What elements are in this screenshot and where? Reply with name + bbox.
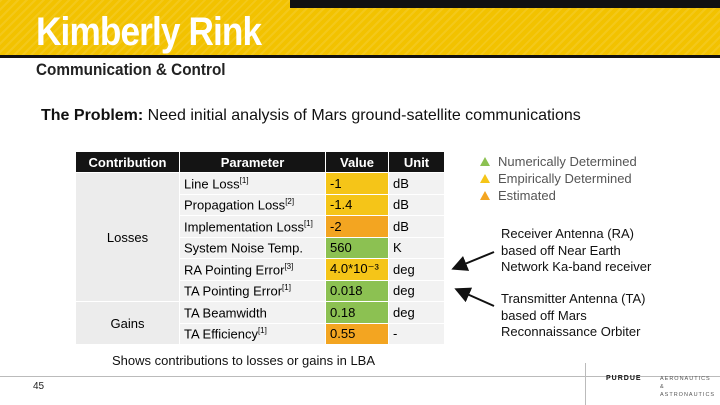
note-line: Network Ka-band receiver — [501, 259, 652, 274]
unit-cell: - — [388, 322, 445, 345]
header-value: Value — [325, 151, 389, 173]
value-cell: 4.0*10⁻³ — [325, 258, 389, 281]
page-number: 45 — [33, 381, 45, 392]
header-contribution: Contribution — [75, 151, 180, 173]
param-cell: TA Beamwidth — [179, 301, 326, 324]
param-ref: [1] — [239, 175, 249, 185]
value-cell: 0.18 — [325, 301, 389, 324]
unit-cell: deg — [388, 258, 445, 281]
table-row: Gains TA Beamwidth 0.18 deg — [75, 301, 445, 345]
param-ref: [1] — [257, 326, 267, 336]
note-line: Receiver Antenna (RA) — [501, 226, 634, 241]
triangle-icon — [480, 157, 490, 166]
param-cell: System Noise Temp. — [179, 236, 326, 259]
title-banner — [0, 0, 720, 58]
unit-cell: dB — [388, 193, 445, 216]
note-line: based off Near Earth — [501, 242, 621, 258]
legend-label: Numerically Determined — [498, 154, 637, 169]
arrow-icon — [451, 251, 495, 271]
param-name: Implementation Loss — [184, 218, 304, 234]
param-cell: RA Pointing Error[3] — [179, 258, 326, 281]
param-name: TA Beamwidth — [184, 304, 267, 320]
param-name: System Noise Temp. — [184, 240, 303, 256]
unit-cell: dB — [388, 172, 445, 195]
arrow-icon — [454, 287, 495, 307]
legend-item: Empirically Determined — [480, 170, 637, 187]
param-ref: [1] — [303, 218, 313, 228]
triangle-icon — [480, 191, 490, 200]
group-gains: Gains — [75, 301, 180, 345]
legend-item: Estimated — [480, 187, 637, 204]
banner-dark-strip — [290, 0, 720, 8]
value-cell: 0.018 — [325, 279, 389, 302]
problem-statement: The Problem: Need initial analysis of Ma… — [41, 107, 581, 125]
table-row: RA Pointing Error[3] 4.0*10⁻³ deg — [76, 258, 445, 281]
value-cell: -1.4 — [325, 193, 389, 216]
table-row: Propagation Loss[2] -1.4 dB — [76, 193, 445, 216]
unit-cell: deg — [388, 301, 445, 324]
table-row: TA Pointing Error[1] 0.018 deg — [76, 279, 445, 302]
table-header-row: Contribution Parameter Value Unit — [75, 151, 445, 173]
parameter-table: Contribution Parameter Value Unit Losses… — [75, 151, 445, 345]
param-ref: [2] — [285, 197, 295, 207]
unit-cell: deg — [388, 279, 445, 302]
receiver-antenna-note: Receiver Antenna (RA) based off Near Ear… — [501, 226, 651, 276]
legend-label: Empirically Determined — [498, 171, 632, 186]
footer-divider-vertical — [585, 363, 586, 405]
problem-text: Need initial analysis of Mars ground-sat… — [143, 107, 581, 124]
triangle-icon — [480, 174, 490, 183]
value-cell: 560 — [325, 236, 389, 259]
param-name: TA Efficiency — [184, 326, 258, 342]
transmitter-antenna-note: Transmitter Antenna (TA) based off Mars … — [501, 291, 646, 341]
note-line: Transmitter Antenna (TA) — [501, 291, 646, 306]
table-row: System Noise Temp. 560 K — [76, 236, 445, 259]
table-caption: Shows contributions to losses or gains i… — [112, 353, 376, 368]
param-name: Line Loss — [184, 175, 240, 191]
value-cell: 0.55 — [325, 322, 389, 345]
param-cell: Propagation Loss[2] — [179, 193, 326, 216]
legend: Numerically Determined Empirically Deter… — [480, 153, 637, 204]
logo-line: AERONAUTICS — [660, 376, 711, 382]
unit-cell: dB — [388, 215, 445, 238]
param-name: RA Pointing Error — [184, 261, 285, 277]
param-cell: Line Loss[1] — [179, 172, 326, 195]
department-logo: AERONAUTICS & ASTRONAUTICS — [660, 375, 720, 399]
legend-item: Numerically Determined — [480, 153, 637, 170]
slide-subtitle: Communication & Control — [36, 60, 226, 79]
header-parameter: Parameter — [179, 151, 326, 173]
table-row: TA Efficiency[1] 0.55 - — [76, 322, 445, 345]
legend-label: Estimated — [498, 188, 556, 203]
value-cell: -1 — [325, 172, 389, 195]
note-line: based off Mars — [501, 307, 587, 323]
table-row: Implementation Loss[1] -2 dB — [76, 215, 445, 238]
problem-label: The Problem: — [41, 107, 144, 124]
purdue-logo: PURDUE — [606, 375, 642, 382]
slide-title: Kimberly Rink — [36, 10, 262, 54]
param-cell: Implementation Loss[1] — [179, 215, 326, 238]
group-losses: Losses — [75, 172, 180, 302]
note-line: Reconnaissance Orbiter — [501, 324, 641, 339]
param-name: Propagation Loss — [184, 197, 286, 213]
param-cell: TA Pointing Error[1] — [179, 279, 326, 302]
table-row: Losses Line Loss[1] -1 dB — [75, 172, 445, 302]
value-cell: -2 — [325, 215, 389, 238]
param-cell: TA Efficiency[1] — [179, 322, 326, 345]
param-name: TA Pointing Error — [184, 283, 283, 299]
param-ref: [3] — [284, 261, 294, 271]
logo-line: & ASTRONAUTICS — [660, 384, 716, 398]
param-ref: [1] — [282, 283, 291, 293]
unit-cell: K — [388, 236, 445, 259]
footer-divider — [0, 376, 720, 377]
header-unit: Unit — [388, 151, 445, 173]
